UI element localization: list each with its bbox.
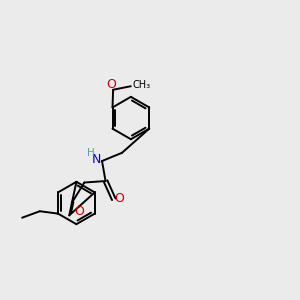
Text: CH₃: CH₃ bbox=[133, 80, 151, 90]
Text: O: O bbox=[75, 205, 85, 218]
Text: O: O bbox=[106, 78, 116, 91]
Text: N: N bbox=[92, 153, 101, 166]
Text: H: H bbox=[87, 148, 95, 158]
Text: O: O bbox=[114, 192, 124, 205]
